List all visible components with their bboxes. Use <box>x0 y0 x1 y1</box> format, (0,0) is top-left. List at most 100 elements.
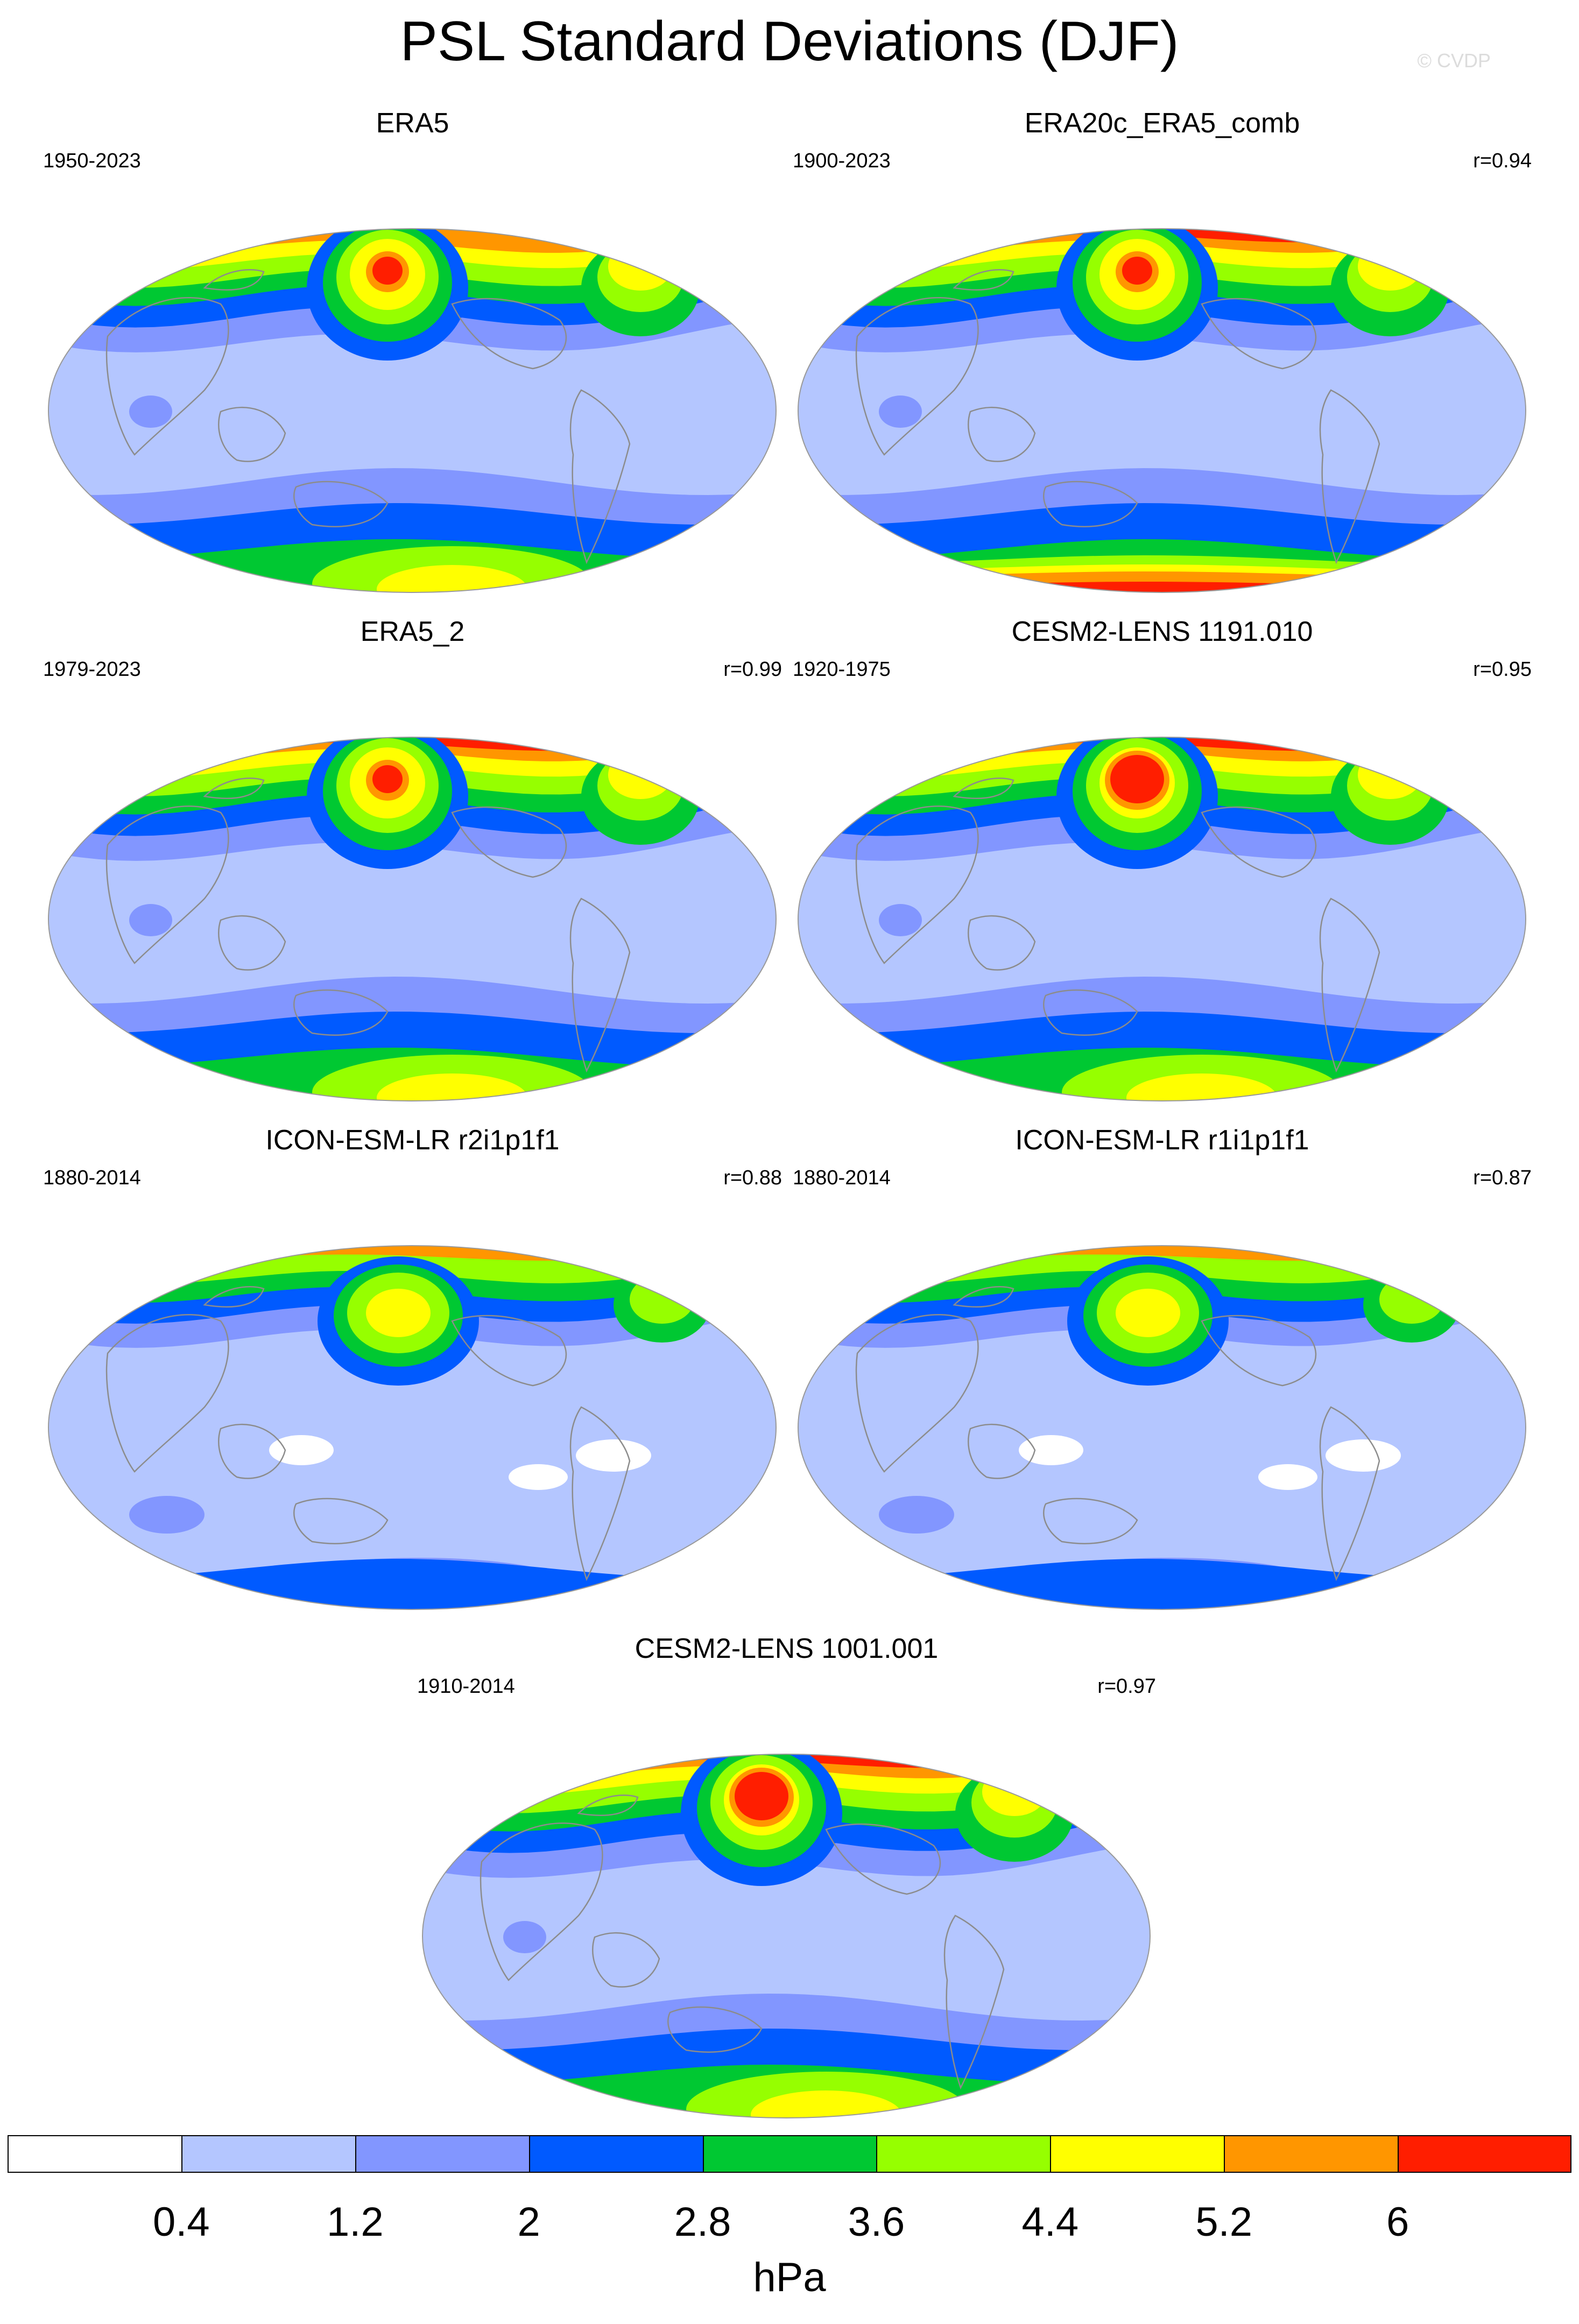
colorbar-label: 2.8 <box>674 2199 731 2245</box>
panel-years: 1979-2023 <box>43 658 141 681</box>
contour-blob <box>1358 242 1422 291</box>
coastline <box>667 2006 763 2053</box>
coastline <box>293 1497 389 1544</box>
contour-blob <box>1258 1464 1317 1490</box>
map-panel: CESM2-LENS 1001.001 1910-2014 r=0.97 <box>417 1633 1156 2120</box>
map-projection <box>422 1754 1151 2118</box>
contour-blob <box>372 257 403 285</box>
contour-blob <box>1358 751 1422 799</box>
contour-band-south <box>798 1590 1526 1609</box>
coastline <box>953 1286 1014 1308</box>
contour-blob <box>509 1464 568 1490</box>
coastline <box>451 298 567 370</box>
coastline <box>218 407 286 462</box>
map-outline <box>48 737 777 1101</box>
colorbar-label: 1.2 <box>326 2199 384 2245</box>
panel-title: CESM2-LENS 1191.010 <box>1011 616 1313 647</box>
coastline <box>293 481 389 527</box>
colorbar-label: 0.4 <box>153 2199 210 2245</box>
contour-blob <box>129 904 172 936</box>
contour-blob <box>751 2090 901 2118</box>
coastline <box>105 1314 229 1473</box>
contour-blob <box>982 1768 1047 1816</box>
map-outline <box>798 1245 1526 1610</box>
coastline <box>293 989 389 1036</box>
colorbar <box>8 2135 1571 2173</box>
contour-band-south <box>48 1590 776 1609</box>
coastline <box>569 1406 631 1581</box>
map-panel: ERA5 1950-2023 <box>43 108 782 595</box>
map-outline <box>48 1245 777 1610</box>
map-outline <box>48 228 777 593</box>
coastline <box>1043 989 1138 1036</box>
coastline <box>953 269 1014 291</box>
coastline <box>855 806 979 964</box>
colorbar-label: 3.6 <box>848 2199 905 2245</box>
coastline <box>943 1915 1005 2090</box>
coastline <box>203 1286 265 1308</box>
colorbar-label: 2 <box>517 2199 540 2245</box>
colorbar-label: 5.2 <box>1195 2199 1253 2245</box>
coastline <box>825 1823 941 1895</box>
page-title: PSL Standard Deviations (DJF) <box>400 10 1179 73</box>
contour-blob <box>366 1289 431 1337</box>
coastline <box>1319 389 1380 564</box>
contour-blob <box>630 1275 694 1324</box>
contour-blob <box>1116 1289 1180 1337</box>
contour-blob <box>576 1439 651 1472</box>
coastline <box>451 806 567 878</box>
contour-blob <box>735 1772 788 1820</box>
colorbar-swatch <box>528 2135 703 2173</box>
contour-blob <box>377 565 527 592</box>
colorbar-swatch <box>355 2135 529 2173</box>
coastline <box>203 778 265 799</box>
colorbar-swatch <box>1398 2135 1571 2173</box>
contour-blob <box>879 395 922 428</box>
coastline <box>953 778 1014 799</box>
contour-blob <box>1326 1439 1401 1472</box>
panel-title: ERA5_2 <box>360 616 465 647</box>
contour-blob <box>1126 1073 1277 1101</box>
coastline <box>105 806 229 964</box>
colorbar-label: 6 <box>1386 2199 1409 2245</box>
coastline <box>1319 1406 1380 1581</box>
map-projection <box>48 737 777 1101</box>
map-projection <box>798 737 1526 1101</box>
coastline <box>592 1932 660 1988</box>
contour-blob <box>1110 755 1164 803</box>
contour-blob <box>503 1921 546 1953</box>
contour-blob <box>377 1073 527 1101</box>
coastline <box>855 297 979 456</box>
colorbar-swatch <box>181 2135 355 2173</box>
contour-blob <box>1019 1435 1083 1465</box>
colorbar-swatch <box>1224 2135 1398 2173</box>
contour-blob <box>1379 1275 1444 1324</box>
map-panel: ERA5_2 1979-2023 r=0.99 <box>43 616 782 1103</box>
coastline <box>1319 898 1380 1073</box>
panel-title: ERA5 <box>376 108 449 139</box>
coastline <box>968 915 1036 971</box>
panel-correlation: r=0.99 <box>723 658 782 681</box>
panel-years: 1900-2023 <box>793 150 891 172</box>
contour-blob <box>129 395 172 428</box>
map-panel: ERA20c_ERA5_comb 1900-2023 r=0.94 <box>793 108 1532 595</box>
panel-correlation: r=0.95 <box>1473 658 1532 681</box>
colorbar-swatch <box>1050 2135 1224 2173</box>
map-panel: ICON-ESM-LR r2i1p1f1 1880-2014 r=0.88 <box>43 1125 782 1612</box>
coastline <box>218 1424 286 1479</box>
panel-years: 1950-2023 <box>43 150 141 172</box>
coastline <box>855 1314 979 1473</box>
coastline <box>218 915 286 971</box>
colorbar-swatch <box>8 2135 181 2173</box>
contour-blob <box>608 751 673 799</box>
copyright-text: © CVDP <box>1417 50 1491 72</box>
panel-years: 1880-2014 <box>793 1167 891 1189</box>
contour-blob <box>129 1496 205 1534</box>
panel-years: 1880-2014 <box>43 1167 141 1189</box>
contour-blob <box>879 904 922 936</box>
map-panel: CESM2-LENS 1191.010 1920-1975 r=0.95 <box>793 616 1532 1103</box>
coastline <box>1201 298 1317 370</box>
map-outline <box>798 228 1526 593</box>
coastline <box>968 1424 1036 1479</box>
coastline <box>569 389 631 564</box>
